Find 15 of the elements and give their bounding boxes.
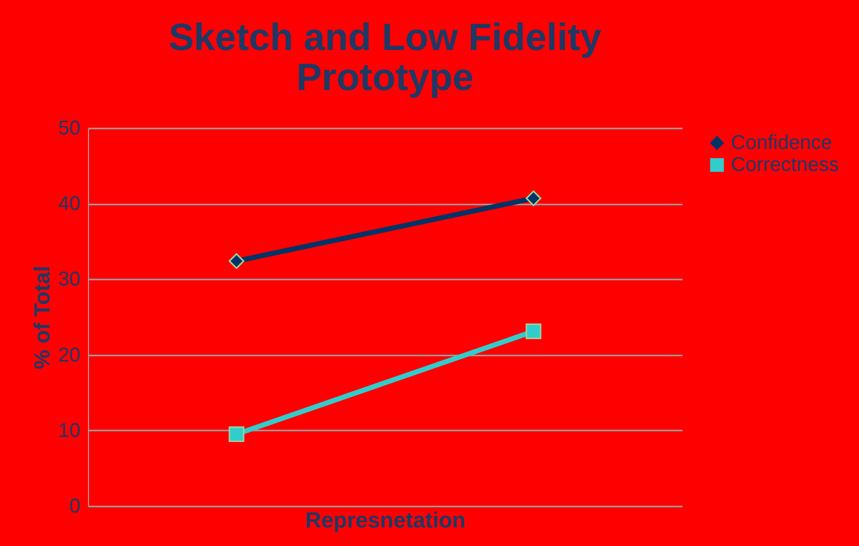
legend-label: Confidence bbox=[731, 132, 832, 154]
point bbox=[526, 324, 542, 340]
point bbox=[228, 426, 244, 442]
x-axis-title: Represnetation bbox=[305, 508, 466, 532]
legend-label: Correctness bbox=[731, 154, 839, 176]
y-tick-label: 0 bbox=[69, 496, 80, 518]
y-tick-label: 10 bbox=[58, 420, 80, 442]
point bbox=[526, 190, 542, 206]
chart-title: Sketch and Low Fidelity Prototype bbox=[168, 17, 602, 99]
y-axis-title: % of Total bbox=[29, 266, 54, 370]
point bbox=[228, 253, 244, 269]
y-tick-label: 30 bbox=[58, 268, 80, 291]
y-tick-label: 50 bbox=[58, 118, 80, 140]
y-tick-label: 20 bbox=[58, 344, 80, 366]
y-tick-label: 40 bbox=[58, 193, 80, 216]
